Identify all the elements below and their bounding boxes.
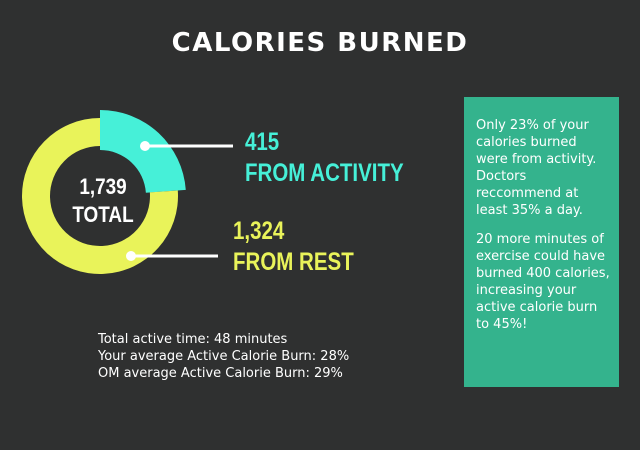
total-label: 1,739 TOTAL (62, 173, 145, 229)
info-note: Only 23% of your calories burned were fr… (464, 97, 619, 387)
rest-value: 1,324 (233, 217, 285, 245)
note-paragraph: Only 23% of your calories burned were fr… (476, 118, 597, 218)
rest-label: FROM REST (233, 248, 354, 276)
leader-rest-dot (126, 251, 136, 261)
leader-activity-dot (140, 141, 150, 151)
activity-label: FROM ACTIVITY (245, 159, 404, 187)
donut-slice-activity (100, 110, 186, 193)
stats-block: Total active time: 48 minutes Your avera… (98, 331, 349, 382)
page-title: CALORIES BURNED (171, 28, 469, 58)
rest-callout: 1,324 FROM REST (233, 216, 354, 278)
activity-value: 415 (245, 128, 280, 156)
total-caption: TOTAL (72, 202, 134, 227)
donut-slice-rest (22, 118, 178, 274)
activity-callout: 415 FROM ACTIVITY (245, 127, 404, 189)
total-value: 1,739 (79, 174, 127, 199)
stat-om-average: OM average Active Calorie Burn: 29% (98, 366, 343, 381)
stat-your-average: Your average Active Calorie Burn: 28% (98, 349, 350, 364)
stat-active-time: Total active time: 48 minutes (98, 332, 288, 347)
note-paragraph: 20 more minutes of exercise could have b… (476, 232, 610, 332)
